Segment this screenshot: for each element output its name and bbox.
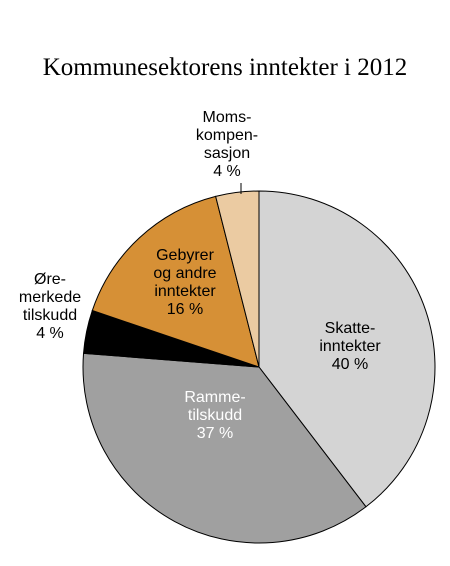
slice-label-line: Gebyrer [156, 247, 214, 264]
pie-labels: Skatte-inntekter 40 %Ramme-tilskudd 37 %Ør… [19, 109, 381, 442]
pie-slice-0 [258, 190, 436, 508]
slice-label-1: Ramme-tilskudd 37 % [184, 389, 245, 442]
slice-label-line: 4 % [213, 163, 241, 180]
slice-label-4: Moms-kompen-sasjon 4 % [196, 109, 258, 180]
pie-slice-1 [82, 352, 367, 544]
slice-label-line: inntekter [154, 283, 216, 300]
slice-label-line: 16 % [167, 301, 203, 318]
pie-slice-3 [91, 195, 260, 368]
slice-label-line: Øre- [34, 271, 66, 288]
chart-title: Kommunesektorens inntekter i 2012 [43, 54, 408, 81]
slice-label-line: merkede [19, 289, 81, 306]
slice-label-line: kompen- [196, 127, 258, 144]
slice-label-line: og andre [153, 265, 216, 282]
slice-label-0: Skatte-inntekter 40 % [319, 320, 381, 373]
slice-label-line: Skatte- [325, 320, 376, 337]
pie-slices [82, 190, 436, 544]
slice-label-line: tilskudd [23, 307, 77, 324]
slice-label-line: sasjon [204, 145, 250, 162]
slice-label-2: Øre-merkede tilskudd 4 % [19, 271, 81, 342]
slice-label-line: Ramme- [184, 389, 245, 406]
pie-slice-4 [215, 190, 260, 368]
slice-label-line: 37 % [197, 425, 233, 442]
slice-label-3: Gebyrer og andre inntekter 16 % [153, 247, 216, 318]
slice-label-line: 4 % [36, 325, 64, 342]
slice-label-line: Moms- [203, 109, 252, 126]
slice-label-line: inntekter [319, 338, 381, 355]
slice-label-line: tilskudd [188, 407, 242, 424]
slice-label-line: 40 % [332, 356, 368, 373]
